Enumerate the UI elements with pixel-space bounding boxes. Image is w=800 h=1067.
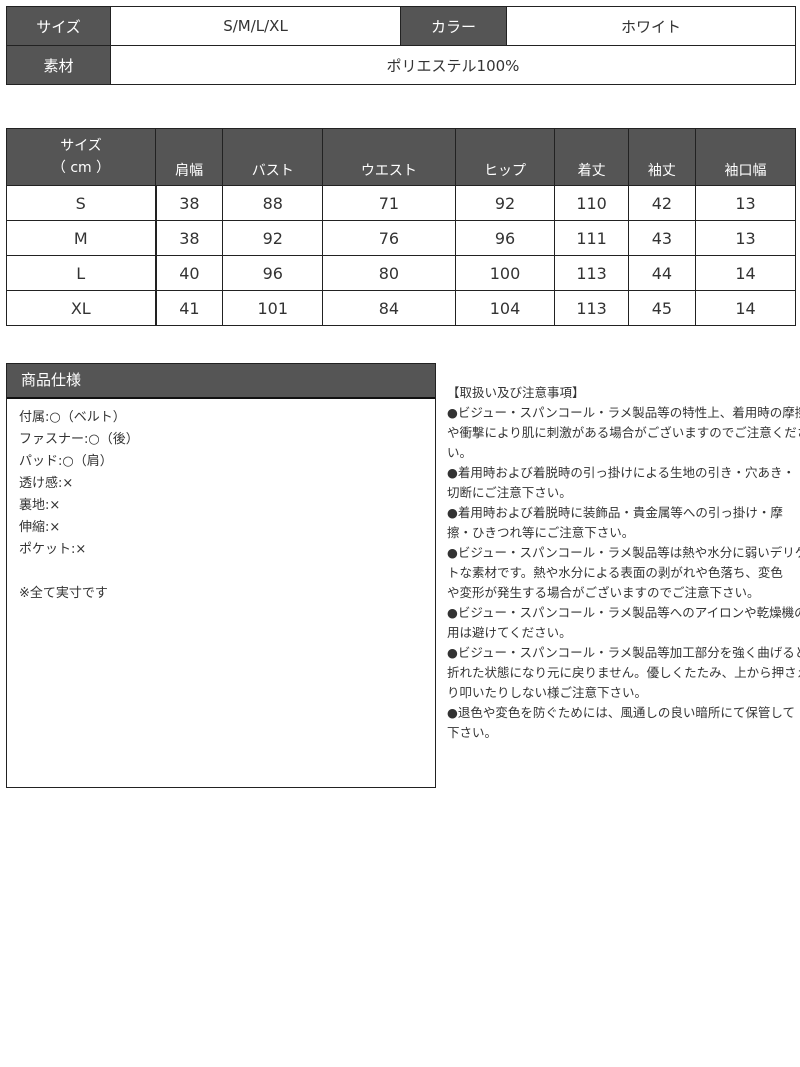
spec-item: 透け感:×	[19, 476, 74, 491]
measurement-cell: 92	[454, 185, 556, 221]
color-value: ホワイト	[506, 6, 796, 46]
measurement-cell: 43	[627, 220, 697, 256]
note-line: ●退色や変色を防ぐためには、風通しの良い暗所にて保管して	[447, 705, 796, 720]
note-line: ●ビジュー・スパンコール・ラメ製品等は熱や水分に弱いデリケー	[447, 545, 800, 560]
note-line: や変形が発生する場合がございますのでご注意下さい。	[447, 585, 760, 600]
note-line: ●着用時および着脱時に装飾品・貴金属等への引っ掛け・摩	[447, 505, 783, 520]
measurement-cell: 38	[154, 220, 224, 256]
size-header: サイズ （ cm ）	[6, 128, 156, 186]
material-label: 素材	[6, 45, 111, 85]
spec-item: 伸縮:×	[19, 520, 61, 535]
note-line: 擦・ひきつれ等にご注意下さい。	[447, 525, 635, 540]
column-header: ヒップ	[454, 128, 556, 186]
table-row: S 38 88 71 92 110 42 13	[6, 185, 796, 221]
size-header-label: サイズ	[60, 138, 102, 154]
measurement-cell: 88	[222, 185, 324, 221]
spec-title: 商品仕様	[7, 364, 435, 399]
measurement-cell: 42	[627, 185, 697, 221]
spec-item: ファスナー:○（後）	[19, 432, 139, 447]
size-label: サイズ	[6, 6, 111, 46]
note-line: トな素材です。熱や水分による表面の剥がれや色落ち、変色	[447, 565, 783, 580]
note-line: ●ビジュー・スパンコール・ラメ製品等へのアイロンや乾燥機の使	[447, 605, 800, 620]
measurement-cell: 92	[222, 220, 324, 256]
note-line: 折れた状態になり元に戻りません。優しくたたみ、上から押さえた	[447, 665, 800, 680]
table-row: XL 41 101 84 104 113 45 14	[6, 290, 796, 326]
size-cell: XL	[6, 290, 157, 326]
size-cell: S	[6, 185, 157, 221]
note-line: ●ビジュー・スパンコール・ラメ製品等の特性上、着用時の摩擦	[447, 405, 800, 420]
care-notes: 【取扱い及び注意事項】 ●ビジュー・スパンコール・ラメ製品等の特性上、着用時の摩…	[447, 383, 800, 743]
measurement-cell: 40	[154, 255, 224, 291]
product-spec-box: 商品仕様 付属:○（ベルト） ファスナー:○（後） パッド:○（肩） 透け感:× 裏地:…	[6, 363, 436, 788]
spec-item: ポケット:×	[19, 542, 87, 557]
note-line: 下さい。	[447, 725, 498, 740]
column-header: バスト	[222, 128, 324, 186]
measurement-cell: 96	[222, 255, 324, 291]
note-line: ●ビジュー・スパンコール・ラメ製品等加工部分を強く曲げると	[447, 645, 800, 660]
column-header: 袖口幅	[695, 128, 796, 186]
note-line: 用は避けてください。	[447, 625, 572, 640]
measurement-cell: 41	[154, 290, 224, 326]
measurement-cell: 80	[322, 255, 456, 291]
note-line: や衝撃により肌に刺激がある場合がございますのでご注意くださ	[447, 425, 800, 440]
spec-item: 付属:○（ベルト）	[19, 410, 126, 425]
measurement-cell: 110	[554, 185, 629, 221]
measurement-cell: 14	[695, 255, 796, 291]
table-row: M 38 92 76 96 111 43 13	[6, 220, 796, 256]
measurement-cell: 100	[454, 255, 556, 291]
measurement-cell: 14	[695, 290, 796, 326]
size-cell: L	[6, 255, 157, 291]
unit-label: （ cm ）	[51, 160, 111, 176]
spec-note: ※全て実寸です	[19, 586, 108, 601]
measurement-cell: 96	[454, 220, 556, 256]
notes-title: 【取扱い及び注意事項】	[447, 385, 585, 400]
note-line: り叩いたりしない様ご注意下さい。	[447, 685, 648, 700]
note-line: ●着用時および着脱時の引っ掛けによる生地の引き・穴あき・	[447, 465, 796, 480]
note-line: 切断にご注意下さい。	[447, 485, 572, 500]
column-header: 着丈	[554, 128, 629, 186]
size-cell: M	[6, 220, 157, 256]
measurement-cell: 13	[695, 220, 796, 256]
measurement-cell: 113	[554, 255, 629, 291]
measurement-cell: 45	[627, 290, 697, 326]
column-header: ウエスト	[322, 128, 456, 186]
column-header: 袖丈	[627, 128, 697, 186]
measurement-cell: 104	[454, 290, 556, 326]
measurement-cell: 101	[222, 290, 324, 326]
spec-item: 裏地:×	[19, 498, 61, 513]
color-label: カラー	[400, 6, 507, 46]
column-header: 肩幅	[154, 128, 224, 186]
spec-item: パッド:○（肩）	[19, 454, 113, 469]
product-info-table: サイズ S/M/L/XL カラー ホワイト 素材 ポリエステル100%	[6, 6, 796, 85]
size-value: S/M/L/XL	[110, 6, 401, 46]
table-row: L 40 96 80 100 113 44 14	[6, 255, 796, 291]
size-chart-table: サイズ （ cm ） 肩幅 バスト ウエスト ヒップ 着丈 袖丈 袖口幅 S 38 88 71 92…	[6, 128, 796, 326]
measurement-cell: 111	[554, 220, 629, 256]
measurement-cell: 71	[322, 185, 456, 221]
measurement-cell: 13	[695, 185, 796, 221]
measurement-cell: 38	[154, 185, 224, 221]
measurement-cell: 76	[322, 220, 456, 256]
note-line: い。	[447, 445, 473, 460]
measurement-cell: 84	[322, 290, 456, 326]
measurement-cell: 44	[627, 255, 697, 291]
measurement-cell: 113	[554, 290, 629, 326]
material-value: ポリエステル100%	[110, 45, 796, 85]
